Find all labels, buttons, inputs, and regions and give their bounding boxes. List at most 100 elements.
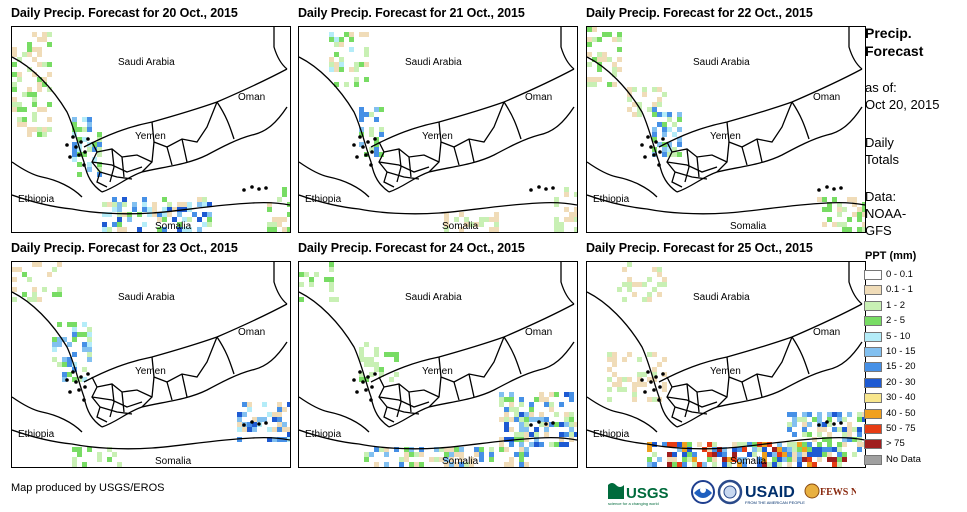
border-line — [716, 141, 730, 173]
country-label-saudi: Saudi Arabia — [405, 292, 462, 303]
border-line — [101, 341, 288, 428]
precip-cell — [652, 462, 657, 467]
precip-cell — [334, 42, 339, 47]
panel-title: Daily Precip. Forecast for 20 Oct., 2015 — [11, 6, 238, 20]
precip-cell — [157, 227, 162, 232]
precip-cell — [554, 202, 559, 207]
precip-cell — [22, 92, 27, 97]
precip-cell — [772, 447, 777, 452]
precip-cell — [617, 32, 622, 37]
country-label-yemen: Yemen — [710, 366, 741, 377]
precip-cell — [677, 142, 682, 147]
precip-cell — [642, 282, 647, 287]
precip-cell — [404, 452, 409, 457]
island — [649, 380, 653, 384]
border-line — [756, 138, 763, 163]
precip-cell — [797, 462, 802, 467]
precip-cell — [444, 217, 449, 222]
precip-cell — [742, 442, 747, 447]
precip-cell — [807, 422, 812, 427]
border-line — [560, 27, 575, 70]
border-line — [386, 406, 420, 415]
precip-cell — [832, 197, 837, 202]
country-label-yemen: Yemen — [710, 131, 741, 142]
precip-cell — [37, 37, 42, 42]
precip-cell — [277, 217, 282, 222]
precip-cell — [329, 262, 334, 267]
precip-cell — [607, 357, 612, 362]
precip-cell — [524, 462, 529, 467]
precip-cell — [692, 452, 697, 457]
island — [839, 421, 843, 425]
precip-cell — [777, 457, 782, 462]
precip-cell — [574, 207, 577, 212]
precip-cell — [812, 447, 817, 452]
precip-cell — [22, 117, 27, 122]
precip-cell — [592, 82, 597, 87]
precip-cell — [267, 427, 272, 432]
island — [65, 143, 69, 147]
precip-cell — [459, 457, 464, 462]
precip-cell — [822, 437, 827, 442]
precip-cell — [524, 432, 529, 437]
precip-cell — [172, 217, 177, 222]
island — [544, 422, 548, 426]
precip-cell — [642, 87, 647, 92]
precip-cell — [47, 272, 52, 277]
precip-cell — [92, 147, 97, 152]
fews-net-logo-text: FEWS NET — [820, 487, 856, 498]
precip-cell — [404, 447, 409, 452]
forecast-map: Saudi Arabia Oman Yemen Ethiopia Somalia — [586, 26, 866, 233]
precip-cell — [359, 352, 364, 357]
precip-cell — [464, 462, 469, 467]
precip-cell — [419, 447, 424, 452]
precip-cell — [622, 282, 627, 287]
precip-cell — [817, 417, 822, 422]
precip-cell — [617, 287, 622, 292]
precip-cell — [157, 212, 162, 217]
precip-cell — [282, 227, 287, 232]
border-line — [299, 429, 577, 450]
island — [355, 155, 359, 159]
precip-cell — [672, 132, 677, 137]
precip-cell — [32, 57, 37, 62]
border-line — [696, 391, 700, 413]
precip-cell — [637, 377, 642, 382]
precip-cell — [662, 282, 667, 287]
precip-cell — [642, 382, 647, 387]
precip-cell — [12, 107, 17, 112]
border-line — [453, 381, 460, 401]
precip-cell — [52, 292, 57, 297]
border-line — [408, 156, 412, 178]
precip-cell — [107, 447, 112, 452]
precip-cell — [22, 272, 27, 277]
legend-swatch — [864, 423, 882, 434]
island — [74, 145, 78, 149]
precip-cell — [47, 42, 52, 47]
precip-cell — [37, 107, 42, 112]
precip-cell — [652, 452, 657, 457]
precip-cell — [857, 207, 862, 212]
precip-cell — [569, 212, 574, 217]
data-line1: Data: — [865, 189, 897, 204]
precip-cell — [267, 227, 272, 232]
precip-cell — [32, 92, 37, 97]
precip-cell — [339, 42, 344, 47]
legend-label: 20 - 30 — [886, 376, 916, 388]
base-map — [299, 27, 577, 215]
island — [643, 155, 647, 159]
island — [68, 390, 72, 394]
precip-cell — [717, 447, 722, 452]
precip-cell — [862, 417, 865, 422]
precip-cell — [12, 102, 17, 107]
precip-cell — [627, 377, 632, 382]
precip-cell — [857, 442, 862, 447]
svg-text:FROM THE AMERICAN PEOPLE: FROM THE AMERICAN PEOPLE — [745, 500, 805, 505]
precip-cell — [162, 227, 167, 232]
precip-cell — [82, 152, 87, 157]
precip-cell — [409, 452, 414, 457]
precip-cell — [419, 452, 424, 457]
precip-cell — [282, 407, 287, 412]
precip-cell — [612, 362, 617, 367]
precip-cell — [57, 292, 62, 297]
